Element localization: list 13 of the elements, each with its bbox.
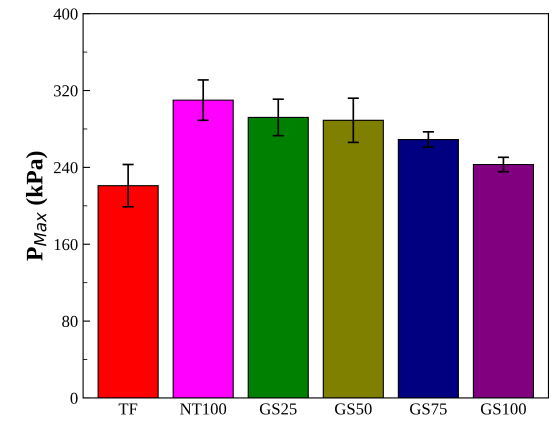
y-tick-label: 0 xyxy=(70,392,78,404)
x-tick-label: GS25 xyxy=(260,403,297,415)
y-tick-label: 160 xyxy=(54,238,78,250)
y-tick-label: 80 xyxy=(62,316,78,328)
y-tick-label: 320 xyxy=(54,85,78,96)
y-tick-label: 400 xyxy=(54,8,78,20)
x-tick-label: GS50 xyxy=(335,403,372,415)
x-tick-label: TF xyxy=(118,403,138,414)
x-tick-label: GS100 xyxy=(480,403,526,415)
y-tick-label: 240 xyxy=(54,162,78,174)
x-tick-label: NT100 xyxy=(180,403,226,415)
x-tick-label: GS75 xyxy=(410,403,447,415)
y-axis-title: P$_{Max}$ (kPa) xyxy=(26,152,48,261)
